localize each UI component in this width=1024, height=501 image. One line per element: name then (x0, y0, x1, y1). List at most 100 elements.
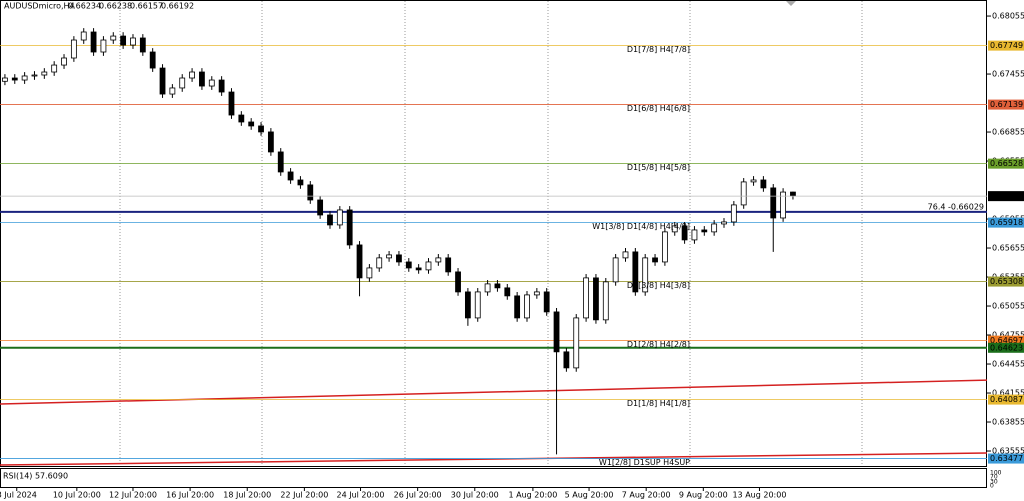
candle-body (514, 295, 521, 319)
candle-body (130, 37, 136, 46)
candle-body (494, 283, 501, 289)
trend-line (0, 379, 988, 405)
price-label-box (988, 342, 1024, 353)
candle-body (740, 181, 747, 206)
rsi-tick-label: 100 (990, 470, 1002, 477)
candle-body (760, 179, 767, 189)
candle-body (307, 184, 314, 201)
x-tick-label: 18 Jul 20:00 (223, 491, 271, 500)
level-name: D1[5/8] H4[5/8] (627, 163, 690, 172)
candle-body (11, 77, 18, 81)
candle-body (622, 251, 629, 259)
candle-body (169, 87, 176, 95)
price-label: 0.66528 (990, 159, 1023, 168)
candle-body (573, 317, 580, 369)
candle-body (524, 294, 530, 319)
candle-body (2, 77, 8, 82)
level-name: D1[6/8] H4[6/8] (627, 104, 690, 113)
rsi-label: RSI(14) 57.6090 (3, 472, 68, 481)
x-tick-label: 10 Jul 20:00 (53, 491, 101, 500)
rsi-tick-label: 0 (990, 483, 994, 490)
candle-body (701, 229, 708, 233)
price-label: 0.67139 (990, 100, 1023, 109)
candle-body (317, 199, 324, 216)
y-tick-label: 0.66855 (992, 128, 1024, 137)
candle-body (435, 257, 442, 263)
rsi-tick-label: 30 (990, 479, 998, 486)
ohlc-low: 0.66157 (130, 2, 163, 11)
candle-body (297, 179, 304, 186)
candle-body (464, 291, 471, 319)
price-label-box (988, 394, 1024, 405)
x-tick-label: 30 Jul 20:00 (451, 491, 499, 500)
candle-body (484, 283, 491, 293)
candle-body (120, 35, 127, 46)
ohlc-close: 0.66192 (161, 2, 194, 11)
y-tick-label: 0.64455 (992, 360, 1024, 369)
candle-body (110, 35, 117, 41)
x-tick-label: 24 Jul 20:00 (337, 491, 385, 500)
symbol: AUDUSDmicro,H4 (4, 2, 75, 11)
candle-body (652, 257, 658, 263)
y-tick-label: 0.65655 (992, 244, 1024, 253)
candle-body (228, 91, 235, 116)
candle-body (612, 257, 619, 283)
candle-body (238, 114, 245, 123)
candle-body (583, 277, 589, 319)
x-tick-label: 12 Jul 20:00 (109, 491, 157, 500)
candle-body (90, 31, 97, 53)
candle-body (415, 267, 422, 271)
candle-body (730, 204, 737, 223)
x-tick-label: 13 Aug 20:00 (732, 491, 786, 500)
candle-body (356, 244, 363, 279)
candle-body (543, 291, 550, 313)
candle-body (533, 291, 540, 296)
candle-body (770, 187, 777, 219)
candle-body (396, 254, 402, 263)
candle-body (681, 225, 688, 241)
candle-body (248, 121, 255, 127)
level-name: W1[2/8] D1SUP H4SUP (599, 458, 690, 467)
level-name: D1[2/8] H4[2/8] (627, 340, 690, 349)
candle-body (336, 209, 343, 226)
price-label-box (988, 191, 1024, 202)
candle-body (602, 281, 609, 321)
candle-body (671, 225, 678, 233)
candle-body (445, 257, 452, 273)
x-tick-label: 8 Jul 2024 (0, 491, 37, 500)
price-label: 0.64697 (990, 336, 1023, 345)
price-label-box (988, 99, 1024, 110)
shift-marker (786, 1, 796, 6)
y-tick-label: 0.63855 (992, 418, 1024, 427)
candle-body (51, 64, 58, 73)
ohlc-high: 0.66238 (99, 2, 132, 11)
candle-body (366, 267, 373, 279)
candle-body (563, 351, 570, 369)
candle-body (189, 71, 195, 79)
price-label: 0.65308 (990, 277, 1023, 286)
x-tick-label: 26 Jul 20:00 (394, 491, 442, 500)
candle-body (346, 209, 353, 246)
candle-body (593, 277, 599, 321)
candle-body (750, 179, 757, 183)
candle-body (208, 79, 215, 87)
candle-body (139, 37, 146, 53)
candle-body (721, 221, 727, 225)
candle-body (70, 39, 77, 59)
y-tick-label: 0.64155 (992, 389, 1024, 398)
price-label: 0.67749 (990, 41, 1023, 50)
x-tick-label: 5 Aug 20:00 (565, 491, 614, 500)
level-name: D1[7/8] H4[7/8] (627, 45, 690, 54)
rsi-tick-label: 70 (990, 473, 998, 480)
candle-body (780, 191, 786, 219)
y-tick-label: 0.64755 (992, 331, 1024, 340)
price-label: 0.65918 (990, 218, 1023, 227)
y-tick-label: 0.68055 (992, 12, 1024, 21)
candle-body (258, 125, 264, 133)
candle-body (553, 311, 560, 353)
candle-body (21, 75, 28, 81)
price-label: 0.63477 (990, 454, 1023, 463)
ohlc-open: 0.66234 (68, 2, 101, 11)
candle-body (474, 291, 481, 319)
